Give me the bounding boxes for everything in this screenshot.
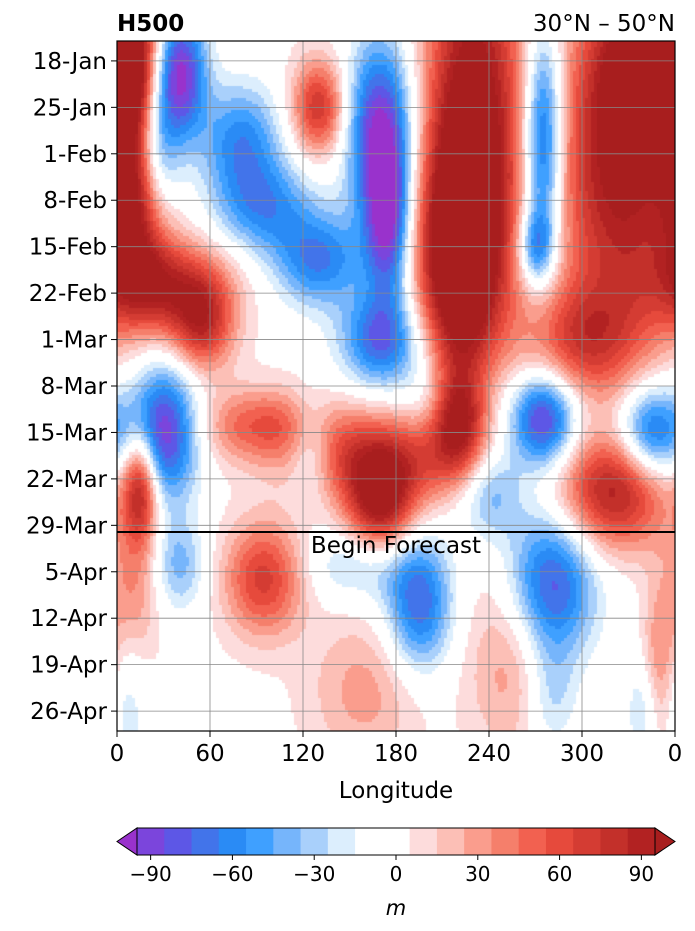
colorbar-segment: [191, 828, 220, 855]
colorbar-extend-high: [654, 827, 676, 856]
colorbar-segment: [218, 828, 247, 855]
colorbar-tick-label: 90: [629, 862, 654, 886]
colorbar-segment: [300, 828, 329, 855]
colorbar-tick-label: −90: [130, 862, 172, 886]
colorbar-extend-low: [116, 827, 138, 856]
colorbar-segment: [518, 828, 547, 855]
y-tick-label: 8-Mar: [41, 374, 108, 400]
y-tick-label: 12-Apr: [30, 606, 107, 632]
colorbar-tick-label: 60: [547, 862, 572, 886]
colorbar-label: m: [386, 896, 406, 920]
colorbar-tick-label: −60: [211, 862, 253, 886]
y-tick-label: 18-Jan: [33, 49, 107, 75]
y-tick-label: 22-Mar: [26, 467, 108, 493]
begin-forecast-annotation: Begin Forecast: [311, 533, 481, 559]
x-tick-label: 240: [467, 741, 511, 767]
colorbar-segment: [436, 828, 465, 855]
colorbar-segment: [545, 828, 574, 855]
colorbar-segment: [409, 828, 438, 855]
chart-title-left: H500: [117, 11, 184, 37]
x-axis: 0 60 120 180 240 300 0: [110, 731, 683, 767]
y-tick-label: 1-Feb: [43, 142, 107, 168]
colorbar-segment: [327, 828, 356, 855]
y-tick-label: 1-Mar: [41, 328, 108, 354]
x-tick-label: 60: [195, 741, 224, 767]
y-tick-label: 22-Feb: [29, 281, 107, 307]
colorbar-tick-label: −30: [293, 862, 335, 886]
chart-title-right: 30°N – 50°N: [533, 11, 675, 37]
y-tick-label: 15-Feb: [29, 235, 107, 261]
colorbar-segment: [600, 828, 629, 855]
colorbar-segment: [491, 828, 520, 855]
colorbar-segment: [137, 828, 165, 855]
colorbar-tick-label: 30: [465, 862, 490, 886]
y-tick-label: 8-Feb: [43, 188, 107, 214]
y-tick-label: 15-Mar: [26, 420, 108, 446]
y-tick-label: 29-Mar: [26, 513, 108, 539]
x-tick-label: 0: [668, 741, 683, 767]
y-tick-label: 5-Apr: [45, 560, 108, 586]
x-tick-label: 180: [374, 741, 418, 767]
colorbar-segment: [382, 828, 411, 855]
plot-area: [117, 41, 675, 731]
x-tick-label: 120: [281, 741, 325, 767]
grid-lines: [117, 41, 675, 731]
colorbar-segment: [464, 828, 492, 855]
colorbar-ticks: −90 −60 −30 0 30 60 90: [130, 855, 654, 886]
colorbar-segment: [573, 828, 601, 855]
y-tick-label: 26-Apr: [30, 699, 107, 725]
colorbar-segment: [164, 828, 193, 855]
y-tick-label: 19-Apr: [30, 653, 107, 679]
colorbar: [116, 827, 676, 856]
y-axis: 18-Jan 25-Jan 1-Feb 8-Feb 15-Feb 22-Feb 1-Mar 8…: [26, 49, 117, 725]
x-tick-label: 300: [560, 741, 604, 767]
colorbar-tick-label: 0: [390, 862, 403, 886]
colorbar-segment: [355, 828, 383, 855]
y-tick-label: 25-Jan: [33, 95, 107, 121]
x-axis-label: Longitude: [339, 778, 453, 804]
colorbar-segment: [273, 828, 302, 855]
colorbar-segment: [246, 828, 274, 855]
x-tick-label: 0: [110, 741, 125, 767]
colorbar-segment: [627, 828, 656, 855]
